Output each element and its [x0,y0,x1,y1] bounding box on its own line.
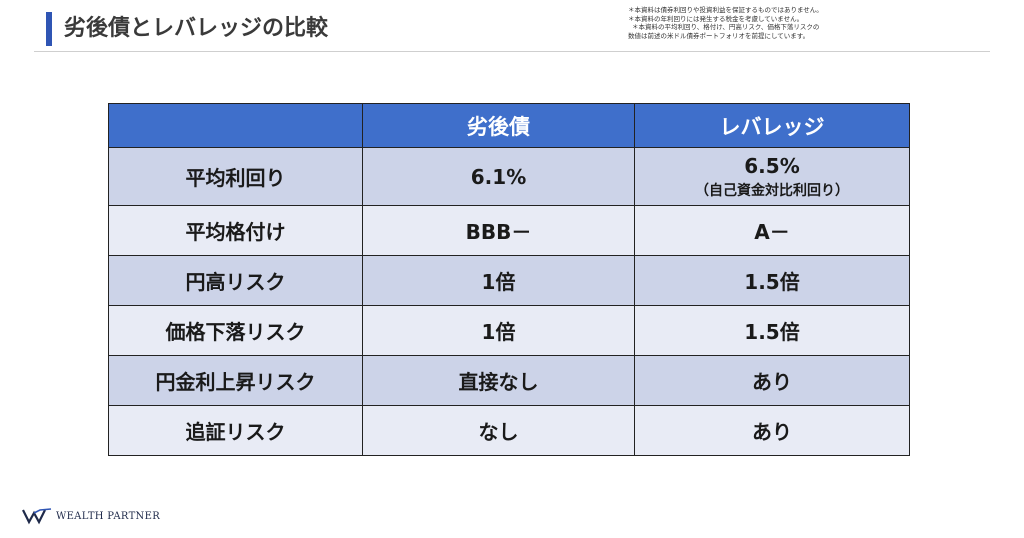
row-label: 円高リスク [108,255,363,306]
company-logo: WEALTH PARTNER [22,507,160,525]
title-accent-bar [46,12,52,46]
header-cell-blank [108,103,363,148]
subordinated-value: 直接なし [362,355,635,406]
row-label: 平均格付け [108,205,363,256]
logo-text: WEALTH PARTNER [56,510,161,522]
table-row: 円金利上昇リスク 直接なし あり [108,355,910,406]
leverage-cell: 6.5% （自己資金対比利回り） [634,147,910,206]
disclaimer-line: ＊本資料の平均利回り、格付け、円高リスク、価格下落リスクの [632,23,820,32]
row-label: 価格下落リスク [108,305,363,356]
page-title: 劣後債とレバレッジの比較 [64,16,329,41]
subordinated-value: なし [362,405,635,456]
title-divider [34,51,990,52]
table-row: 平均利回り 6.1% 6.5% （自己資金対比利回り） [108,147,910,206]
table-row: 平均格付け BBB－ A－ [108,205,910,256]
leverage-value: あり [634,405,910,456]
disclaimer-notes: ＊本資料は債券利回りや投資利益を保証するものではありません。 ＊本資料の年利回り… [628,6,823,40]
row-label: 追証リスク [108,405,363,456]
table-row: 追証リスク なし あり [108,405,910,456]
table-row: 円高リスク 1倍 1.5倍 [108,255,910,306]
subordinated-value: BBB－ [362,205,635,256]
leverage-value: あり [634,355,910,406]
row-label: 平均利回り [108,147,363,206]
header-cell-subordinated: 劣後債 [362,103,635,148]
header-cell-leverage: レバレッジ [634,103,910,148]
leverage-value: 1.5倍 [634,305,910,356]
subordinated-value: 1倍 [362,255,635,306]
disclaimer-line: 数値は前述の米ドル債券ポートフォリオを前提にしています。 [628,31,810,40]
leverage-subnote: （自己資金対比利回り） [695,182,849,199]
row-label: 円金利上昇リスク [108,355,363,406]
table-header-row: 劣後債 レバレッジ [108,103,910,148]
disclaimer-line: ＊本資料は債券利回りや投資利益を保証するものではありません。 [628,6,823,14]
table-row: 価格下落リスク 1倍 1.5倍 [108,305,910,356]
wealth-partner-logo-icon [22,508,52,525]
comparison-table: 劣後債 レバレッジ 平均利回り 6.1% 6.5% （自己資金対比利回り） 平均… [108,103,910,456]
subordinated-value: 6.1% [362,147,635,206]
leverage-value: 6.5% [744,153,800,178]
disclaimer-line: ＊本資料の年利回りには発生する税金を考慮していません。 [628,14,804,23]
leverage-value: A－ [634,205,910,256]
subordinated-value: 1倍 [362,305,635,356]
leverage-value: 1.5倍 [634,255,910,306]
